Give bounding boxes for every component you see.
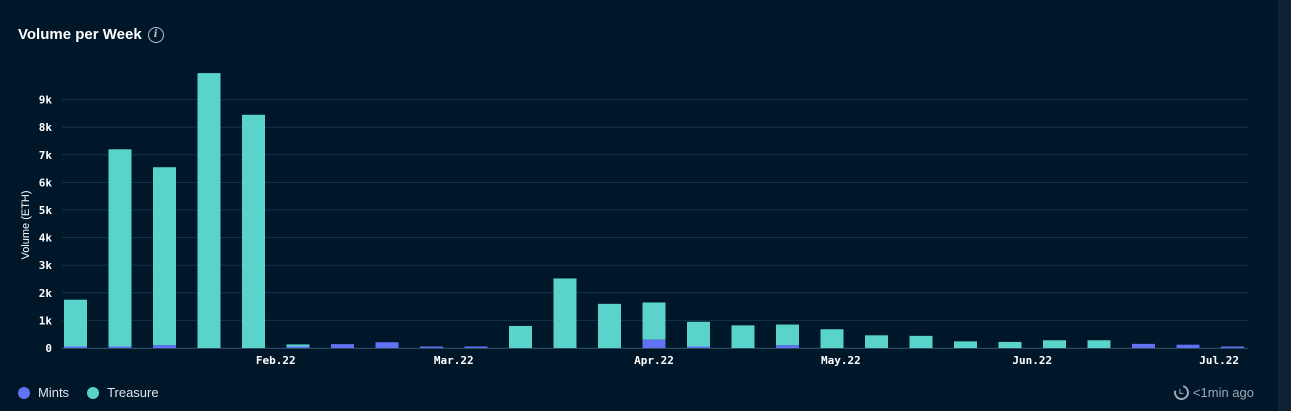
bar-treasure — [731, 325, 755, 348]
last-updated-text: <1min ago — [1192, 385, 1254, 400]
panel-edge — [1278, 0, 1291, 411]
bar-treasure — [153, 167, 176, 346]
bar-mints — [420, 346, 443, 348]
bar-treasure — [865, 335, 888, 348]
legend-item-treasure[interactable]: Treasure — [87, 385, 159, 400]
y-tick-label: 9k — [39, 94, 53, 107]
bar-treasure — [776, 324, 799, 346]
y-tick-label: 3k — [39, 259, 53, 272]
info-icon[interactable]: i — [147, 26, 164, 43]
legend-label-mints: Mints — [38, 385, 70, 400]
bar-treasure — [998, 341, 1022, 348]
y-tick-label: 6k — [39, 176, 53, 189]
bar-mints — [331, 344, 354, 348]
y-tick-label: 5k — [39, 204, 53, 217]
last-updated: <1min ago — [1171, 382, 1254, 403]
bar-treasure — [553, 278, 577, 348]
clock-refresh-icon — [1171, 382, 1192, 403]
legend-swatch-treasure — [87, 386, 100, 399]
bar-treasure — [1087, 340, 1111, 348]
bar-treasure — [64, 299, 87, 348]
bar-mints — [464, 346, 488, 348]
y-tick-label: 1k — [39, 314, 53, 327]
x-tick-label: May.22 — [821, 354, 861, 367]
y-tick-label: 7k — [39, 149, 53, 162]
x-tick-label: Feb.22 — [256, 354, 296, 367]
x-tick-label: Apr.22 — [634, 354, 674, 367]
bar-mints — [153, 345, 176, 348]
bar-treasure — [242, 114, 265, 348]
y-tick-label: 4k — [39, 232, 53, 245]
legend-swatch-mints — [18, 386, 30, 399]
bar-mints — [375, 342, 399, 348]
y-tick-label: 0 — [45, 342, 52, 355]
bar-mints — [1132, 343, 1155, 348]
volume-chart: 0 1k 2k 3k 4k 5k 6k 7k 8k 9k Feb.22 Mar.22 Apr.22 May… — [39, 73, 1248, 367]
legend-label-treasure: Treasure — [107, 385, 159, 400]
bar-mints — [108, 346, 132, 348]
bar-mints — [642, 339, 666, 348]
bar-treasure — [687, 321, 710, 347]
bar-mints — [1221, 346, 1244, 348]
legend: Mints Treasure — [18, 385, 159, 400]
x-tick-label: Mar.22 — [434, 354, 474, 367]
chart-title: Volume per Week i — [18, 26, 164, 43]
bar-treasure — [1043, 340, 1066, 348]
bar-mints — [1176, 344, 1200, 348]
bar-treasure — [954, 341, 977, 348]
bar-mints — [776, 345, 799, 348]
x-tick-label: Jul.22 — [1199, 354, 1239, 367]
bar-treasure — [909, 335, 933, 348]
bar-treasure — [642, 302, 666, 340]
bar-treasure — [509, 325, 532, 348]
bar-treasure — [820, 329, 844, 348]
bar-treasure — [598, 303, 621, 348]
bar-mints — [687, 346, 710, 348]
legend-item-mints[interactable]: Mints — [18, 385, 69, 400]
bar-treasure — [197, 73, 221, 348]
bar-treasure — [108, 149, 132, 347]
y-tick-label: 8k — [39, 121, 53, 134]
bar-mints — [286, 346, 310, 348]
x-tick-label: Jun.22 — [1012, 354, 1052, 367]
chart-title-text: Volume per Week — [18, 26, 142, 43]
bar-treasure — [286, 344, 310, 348]
y-tick-label: 2k — [39, 287, 53, 300]
bar-mints — [64, 346, 87, 348]
